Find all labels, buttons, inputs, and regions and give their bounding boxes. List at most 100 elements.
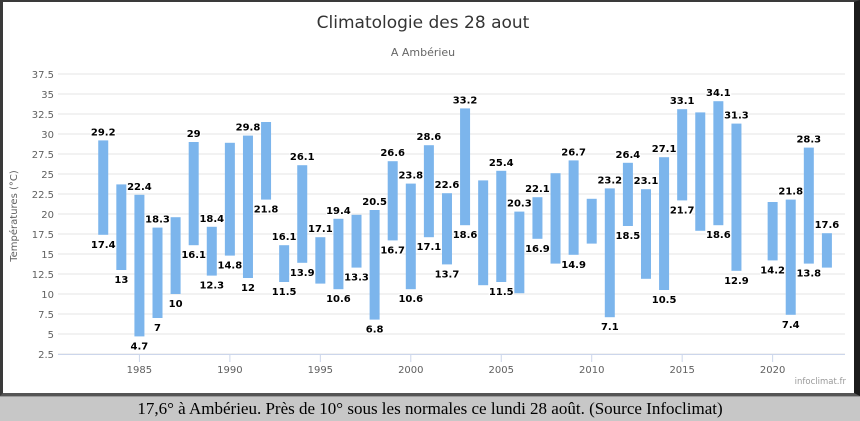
- range-bar[interactable]: [134, 194, 145, 337]
- range-bar[interactable]: [405, 183, 416, 290]
- low-label: 21.8: [254, 205, 279, 216]
- low-label: 7: [154, 323, 161, 334]
- range-bar[interactable]: [496, 170, 507, 282]
- range-bar[interactable]: [261, 122, 272, 200]
- range-bar[interactable]: [514, 211, 525, 294]
- high-label: 26.1: [290, 152, 315, 163]
- high-label: 33.1: [670, 96, 695, 107]
- range-bar[interactable]: [731, 123, 742, 271]
- chart-frame: Climatologie des 28 aout A Ambérieu Temp…: [0, 0, 860, 396]
- range-bar[interactable]: [532, 197, 543, 239]
- low-label: 18.6: [706, 230, 731, 241]
- range-bar[interactable]: [767, 202, 778, 261]
- high-label: 26.7: [561, 147, 586, 158]
- range-bar[interactable]: [695, 112, 706, 231]
- range-bar[interactable]: [152, 227, 163, 318]
- range-bar[interactable]: [315, 237, 326, 284]
- range-bar[interactable]: [170, 217, 181, 294]
- credit-text[interactable]: infoclimat.fr: [795, 377, 847, 387]
- high-label: 21.8: [778, 187, 803, 198]
- high-label: 29.2: [91, 127, 116, 138]
- range-bar[interactable]: [351, 214, 362, 268]
- chart: Climatologie des 28 aout A Ambérieu Temp…: [8, 13, 847, 387]
- range-bar[interactable]: [713, 101, 724, 226]
- chart-subtitle: A Ambérieu: [391, 46, 455, 59]
- range-bar[interactable]: [803, 147, 814, 264]
- x-tick-label: 1985: [127, 365, 152, 376]
- y-axis-label: Températures (°C): [8, 170, 20, 263]
- high-label: 17.6: [815, 220, 840, 231]
- low-label: 10: [169, 299, 183, 310]
- high-label: 29: [187, 129, 201, 140]
- y-tick-label: 5: [48, 330, 54, 341]
- range-bar[interactable]: [785, 199, 796, 315]
- y-tick-label: 27.5: [32, 150, 54, 161]
- range-bar[interactable]: [586, 198, 597, 244]
- range-bar[interactable]: [188, 142, 199, 246]
- high-label: 26.4: [616, 150, 641, 161]
- high-label: 34.1: [706, 88, 731, 99]
- low-label: 11.5: [272, 287, 297, 298]
- high-label: 28.6: [417, 132, 442, 143]
- range-bar[interactable]: [224, 142, 235, 256]
- y-tick-label: 17.5: [32, 230, 54, 241]
- low-label: 16.9: [525, 244, 550, 255]
- range-bar[interactable]: [677, 109, 688, 201]
- y-axis-ticks: 2.5 5 7.5 10 12.5 15 17.5 20 22.5 25 27.5 30 32.5 35 3…: [32, 70, 54, 361]
- range-bar[interactable]: [550, 173, 561, 264]
- high-label: 23.8: [398, 171, 423, 182]
- data-labels: 29.2 17.4 13 22.4 4.7 18.3 7 10 29 16.1 18.4 12.3 14…: [90, 87, 841, 354]
- x-tick-label: 2020: [760, 365, 785, 376]
- range-bar[interactable]: [297, 165, 308, 263]
- high-label: 20.3: [507, 199, 532, 210]
- high-label: 19.4: [326, 206, 351, 217]
- low-label: 7.1: [601, 322, 619, 333]
- range-bar[interactable]: [640, 189, 651, 279]
- range-bar[interactable]: [242, 135, 253, 278]
- x-tick-label: 1990: [217, 365, 242, 376]
- low-label: 21.7: [670, 205, 695, 216]
- x-tick-label: 2000: [398, 365, 423, 376]
- range-bar[interactable]: [478, 180, 489, 286]
- range-bar[interactable]: [568, 160, 579, 255]
- low-label: 17.1: [417, 242, 442, 253]
- range-bar[interactable]: [206, 226, 217, 276]
- range-bar[interactable]: [460, 108, 471, 226]
- y-tick-label: 10: [41, 290, 54, 301]
- range-bar[interactable]: [659, 157, 670, 290]
- range-bar[interactable]: [98, 140, 109, 235]
- low-label: 4.7: [131, 341, 149, 352]
- range-bar[interactable]: [116, 184, 127, 270]
- high-label: 26.6: [380, 148, 405, 159]
- low-label: 13: [114, 275, 128, 286]
- range-bar[interactable]: [387, 161, 398, 241]
- range-bar[interactable]: [441, 193, 452, 265]
- range-bar[interactable]: [279, 245, 290, 282]
- y-tick-label: 32.5: [32, 110, 54, 121]
- y-tick-label: 7.5: [38, 310, 54, 321]
- high-label: 16.1: [272, 232, 297, 243]
- y-tick-label: 12.5: [32, 270, 54, 281]
- x-axis: 1985 1990 1995 2000 2005 2010 2015 2020: [58, 354, 845, 376]
- x-tick-label: 1995: [308, 365, 333, 376]
- y-tick-label: 37.5: [32, 70, 54, 81]
- low-label: 10.6: [398, 294, 423, 305]
- range-bar[interactable]: [622, 162, 633, 226]
- low-label: 6.8: [366, 325, 384, 336]
- range-bar[interactable]: [821, 233, 832, 268]
- low-label: 18.6: [453, 230, 478, 241]
- y-tick-label: 2.5: [38, 350, 54, 361]
- high-label: 22.6: [435, 180, 460, 191]
- y-tick-label: 30: [41, 130, 54, 141]
- range-bar[interactable]: [369, 210, 380, 320]
- low-label: 17.4: [91, 240, 116, 251]
- y-tick-label: 22.5: [32, 190, 54, 201]
- high-label: 17.1: [308, 224, 333, 235]
- y-tick-label: 35: [41, 90, 54, 101]
- range-bar[interactable]: [333, 218, 344, 290]
- range-bar[interactable]: [423, 145, 434, 238]
- high-label: 22.4: [127, 182, 152, 193]
- range-bar[interactable]: [604, 188, 615, 318]
- high-label: 28.3: [796, 135, 821, 146]
- high-label: 33.2: [453, 95, 478, 106]
